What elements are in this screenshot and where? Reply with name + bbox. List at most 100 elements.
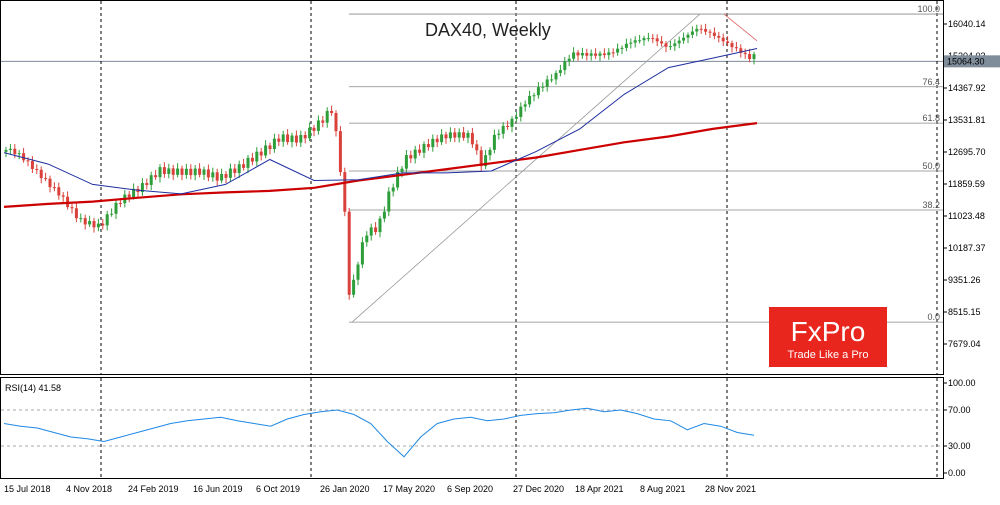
candle-body <box>690 31 694 35</box>
time-tick-label: 26 Jan 2020 <box>320 484 370 494</box>
time-tick-label: 27 Dec 2020 <box>513 484 564 494</box>
candle-body <box>224 174 228 178</box>
candle-body <box>580 53 584 56</box>
price-tick-label: 14367.92 <box>948 83 986 93</box>
rsi-tick-label: 30.00 <box>948 441 971 451</box>
candle-body <box>585 53 589 56</box>
candle-body <box>312 127 316 131</box>
candle-body <box>682 37 686 41</box>
candle-body <box>567 58 571 62</box>
candle-body <box>294 135 298 143</box>
candle-body <box>699 28 703 30</box>
fib-level-label: 0.0 <box>927 312 940 322</box>
candle-body <box>646 38 650 40</box>
candle-body <box>712 32 716 36</box>
candle-body <box>453 132 457 138</box>
candle-body <box>378 218 382 233</box>
candle-body <box>554 72 558 80</box>
candle-body <box>198 168 202 175</box>
candle-body <box>739 48 743 53</box>
price-tick-label: 7679.04 <box>948 339 981 349</box>
candle-body <box>748 54 752 59</box>
candle-body <box>26 160 30 162</box>
candle-body <box>536 87 540 96</box>
candle-body <box>118 202 122 204</box>
candle-body <box>365 235 369 243</box>
candle-body <box>602 53 606 56</box>
candle-body <box>13 148 17 155</box>
candle-body <box>171 168 175 175</box>
candle-body <box>523 104 527 107</box>
candle-body <box>74 208 78 219</box>
candle-body <box>242 164 246 168</box>
candle-body <box>321 120 325 123</box>
candle-body <box>396 171 400 188</box>
candle-body <box>435 138 439 143</box>
candle-body <box>387 191 391 212</box>
candle-body <box>470 133 474 145</box>
candle-body <box>594 53 598 56</box>
candle-body <box>743 52 747 55</box>
candle-body <box>101 223 105 226</box>
candle-body <box>352 279 356 295</box>
fib-level-label: 76.4 <box>922 77 940 87</box>
candle-body <box>752 54 756 59</box>
time-tick-label: 28 Nov 2021 <box>705 484 756 494</box>
candle-body <box>8 148 12 151</box>
candle-body <box>541 86 545 88</box>
candle-body <box>611 52 615 54</box>
candle-body <box>545 79 549 87</box>
candle-body <box>250 157 254 162</box>
candle-body <box>110 213 114 215</box>
price-tick-label: 11859.59 <box>948 179 985 189</box>
candle-body <box>35 168 39 170</box>
candle-body <box>642 38 646 41</box>
candle-body <box>607 52 611 56</box>
candle-body <box>624 43 628 48</box>
candle-body <box>444 134 448 139</box>
candle-body <box>457 132 461 138</box>
current-price-label: 15064.30 <box>947 56 985 66</box>
rsi-tick-label: 70.00 <box>948 405 971 415</box>
candle-body <box>268 145 272 150</box>
candle-body <box>404 155 408 169</box>
candle-body <box>180 168 184 175</box>
candle-body <box>356 264 360 280</box>
candle-body <box>48 178 52 188</box>
candle-body <box>220 174 224 181</box>
candle-body <box>400 168 404 172</box>
candle-body <box>462 132 466 138</box>
current-price-box <box>944 55 1000 68</box>
candle-body <box>382 211 386 219</box>
candle-body <box>215 172 219 181</box>
candle-body <box>717 35 721 38</box>
time-tick-label: 16 Jun 2019 <box>193 484 243 494</box>
candle-body <box>440 134 444 143</box>
candle-body <box>132 188 136 198</box>
candle-body <box>633 40 637 43</box>
candle-body <box>330 110 334 113</box>
candle-body <box>184 168 188 175</box>
candle-body <box>519 106 523 117</box>
candle-body <box>501 125 505 134</box>
candle-body <box>418 149 422 153</box>
candle-body <box>695 28 699 32</box>
candle-body <box>422 144 426 153</box>
candle-body <box>281 134 285 142</box>
candle-body <box>255 151 259 162</box>
candle-body <box>655 38 659 42</box>
candle-body <box>506 125 510 127</box>
price-tick-label: 16040.14 <box>948 19 986 29</box>
rsi-label: RSI(14) 41.58 <box>5 383 61 393</box>
candle-body <box>140 183 144 193</box>
rsi-line <box>3 407 755 458</box>
candle-body <box>202 169 206 175</box>
candle-body <box>360 242 364 265</box>
price-tick-label: 9351.26 <box>948 275 981 285</box>
candle-body <box>158 167 162 178</box>
fib-trendline <box>351 13 701 323</box>
candle-body <box>369 227 373 236</box>
candle-body <box>167 168 171 174</box>
candle-body <box>114 202 118 214</box>
